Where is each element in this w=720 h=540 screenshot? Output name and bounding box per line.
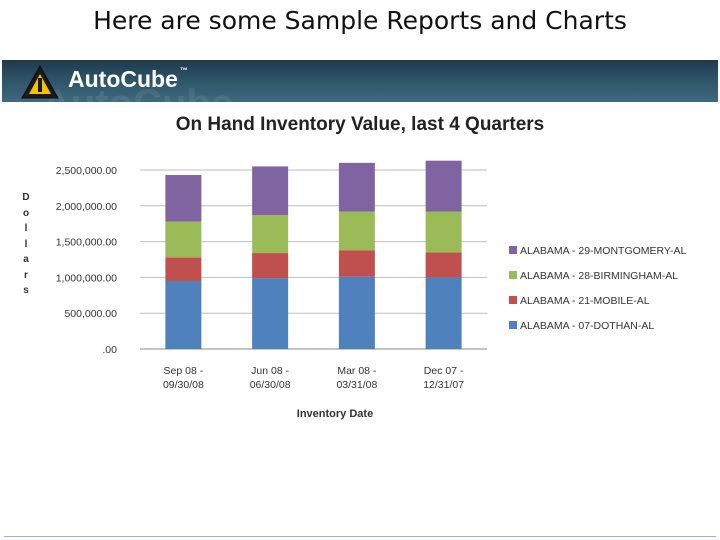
autocube-logo-icon: [21, 64, 59, 99]
y-tick-label: 500,000.00: [64, 308, 117, 320]
bar-segment: [338, 276, 375, 349]
bar-segment: [252, 278, 289, 349]
bar-segment: [338, 250, 375, 277]
x-tick-label: 09/30/08: [163, 379, 204, 391]
bar-segment: [252, 253, 289, 279]
bar-segment: [165, 280, 202, 349]
bar-segment: [252, 215, 289, 254]
y-tick-label: 1,000,000.00: [56, 272, 117, 284]
bar-segment: [165, 175, 202, 222]
x-tick-label: 06/30/08: [250, 379, 291, 391]
legend-swatch: [509, 296, 517, 304]
x-tick-label: Dec 07 -: [424, 365, 464, 377]
legend-swatch: [509, 321, 517, 329]
x-tick-label: 03/31/08: [336, 379, 377, 391]
bar-segment: [165, 221, 202, 258]
bar-segment: [252, 166, 289, 216]
legend-swatch: [509, 271, 517, 279]
x-tick-label: 12/31/07: [423, 379, 464, 391]
x-tick-label: Jun 08 -: [251, 365, 289, 377]
legend-label: ALABAMA - 28-BIRMINGHAM-AL: [520, 270, 678, 282]
x-tick-label: Sep 08 -: [164, 365, 204, 377]
bar-segment: [425, 252, 462, 278]
bar-segment: [338, 162, 375, 212]
slide-title: Here are some Sample Reports and Charts: [93, 6, 627, 35]
chart-title: On Hand Inventory Value, last 4 Quarters: [175, 114, 545, 135]
y-tick-label: 1,500,000.00: [56, 237, 117, 249]
bar-segment: [338, 211, 375, 251]
bar-segment: [425, 211, 462, 253]
bar-segment: [425, 160, 462, 212]
bar-segment: [425, 277, 462, 349]
y-tick-label: .00: [102, 344, 117, 356]
legend-label: ALABAMA - 29-MONTGOMERY-AL: [520, 245, 686, 257]
legend-swatch: [509, 246, 517, 254]
y-tick-label: 2,000,000.00: [56, 201, 117, 213]
legend-label: ALABAMA - 07-DOTHAN-AL: [520, 320, 654, 332]
x-tick-label: Mar 08 -: [337, 365, 377, 377]
x-axis-label: Inventory Date: [296, 408, 374, 420]
banner-watermark: AutoCube: [42, 82, 233, 102]
bar-segment: [165, 257, 202, 281]
y-tick-label: 2,500,000.00: [56, 165, 117, 177]
footer-divider: [4, 536, 716, 537]
legend-label: ALABAMA - 21-MOBILE-AL: [520, 295, 650, 307]
autocube-logo-text: AutoCube ™: [68, 66, 188, 92]
